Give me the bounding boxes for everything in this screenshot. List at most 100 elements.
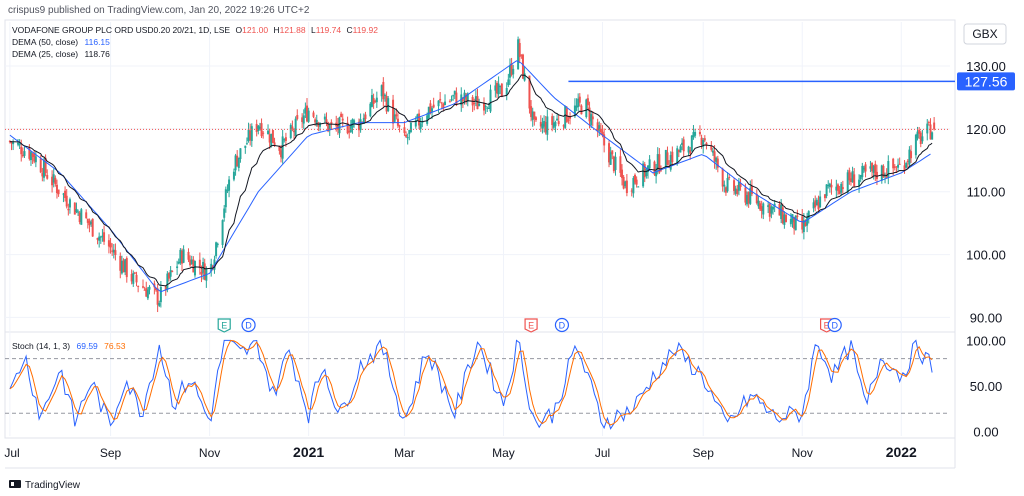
stoch-d-line (9, 339, 933, 426)
candle-body (90, 221, 93, 225)
level-badge[interactable] (957, 72, 1015, 91)
candle-body (349, 124, 352, 133)
candle-body (210, 263, 213, 272)
candle-body (421, 121, 424, 124)
candle-body (880, 165, 883, 181)
candle-body (778, 204, 781, 216)
candle-body (455, 92, 458, 106)
time-axis-tick-label: Sep (100, 446, 122, 460)
candle-body (933, 122, 936, 130)
candle-body (710, 145, 713, 150)
candle-body (789, 219, 792, 225)
candle-body (507, 79, 510, 86)
event-marker-letter: D (245, 321, 252, 331)
candle-body (267, 130, 270, 134)
candle-body (546, 116, 549, 135)
price-axis-tick-label: 90.00 (970, 310, 1003, 325)
candle-body (359, 119, 362, 131)
candle-body (91, 218, 94, 237)
candle-body (749, 187, 752, 204)
candle-body (146, 289, 149, 299)
earnings-marker[interactable]: E (217, 318, 231, 333)
candle-body (114, 250, 117, 255)
candle-body (224, 189, 227, 208)
candle-body (724, 187, 727, 193)
candle-body (806, 217, 809, 226)
dividend-marker[interactable]: D (554, 317, 570, 333)
candle-body (645, 168, 648, 177)
candle-body (180, 251, 183, 264)
candle-body (171, 270, 174, 272)
candle-body (319, 122, 321, 127)
candle-body (573, 105, 576, 117)
time-axis-tick-label: 2021 (293, 444, 324, 460)
dividend-marker[interactable]: D (827, 317, 842, 333)
candle-body (245, 143, 248, 145)
candle-body (874, 163, 877, 176)
stoch-axis-tick-label: 100.00 (966, 333, 1006, 348)
candle-body (849, 178, 852, 183)
candle-body (107, 240, 110, 247)
candle-body (541, 123, 544, 129)
candle-body (520, 54, 523, 56)
currency-box[interactable] (963, 23, 1007, 45)
candle-body (418, 113, 421, 126)
candle-body (419, 123, 422, 129)
candle-body (713, 151, 716, 162)
candle-body (770, 206, 773, 214)
candle-body (734, 188, 737, 194)
stoch-axis-tick-label: 50.00 (970, 379, 1003, 394)
dema50-line (9, 60, 931, 293)
candle-body (882, 165, 885, 178)
brand-name: TradingView (25, 480, 81, 491)
candle-body (757, 200, 760, 207)
candle-body (294, 118, 297, 136)
candle-body (759, 203, 762, 210)
candle-body (473, 103, 476, 105)
candle-body (452, 95, 455, 97)
candle-body (625, 180, 628, 194)
candle-body (497, 83, 500, 95)
stoch-d-value: 76.53 (104, 341, 126, 351)
candle-body (690, 135, 693, 152)
dividend-marker[interactable]: D (241, 317, 256, 333)
candle-body (408, 129, 411, 134)
candle-body (301, 117, 304, 122)
candle-body (52, 174, 55, 183)
candle-body (403, 127, 406, 133)
candle-body (736, 189, 739, 195)
candle-body (432, 104, 435, 108)
candle-body (897, 164, 900, 168)
candle-body (773, 203, 776, 207)
price-axis-tick-label: 100.00 (966, 248, 1006, 263)
candle-body (250, 126, 253, 141)
candle-body (632, 178, 635, 194)
candle-body (585, 99, 588, 118)
candle-body (16, 142, 19, 145)
candle-body (875, 171, 878, 179)
candle-body (668, 166, 671, 168)
candle-body (599, 128, 602, 133)
candle-body (671, 151, 674, 163)
candle-body (62, 193, 65, 195)
candle-body (65, 195, 68, 207)
candle-body (270, 133, 273, 147)
candle-body (357, 121, 360, 131)
candle-body (80, 209, 83, 225)
candle-body (499, 85, 502, 88)
candle-body (466, 93, 469, 101)
candle-body (307, 110, 310, 122)
candle-body (586, 98, 589, 106)
candle-body (133, 272, 136, 274)
candle-body (914, 134, 917, 156)
candle-body (598, 125, 601, 131)
earnings-marker[interactable]: E (524, 318, 538, 333)
candle-body (767, 205, 770, 207)
candle-body (723, 184, 726, 187)
candle-body (28, 147, 31, 159)
candle-body (689, 150, 692, 154)
candle-body (838, 190, 841, 195)
event-marker-letter: D (559, 321, 566, 331)
candle-body (20, 146, 23, 155)
candle-body (426, 115, 429, 124)
